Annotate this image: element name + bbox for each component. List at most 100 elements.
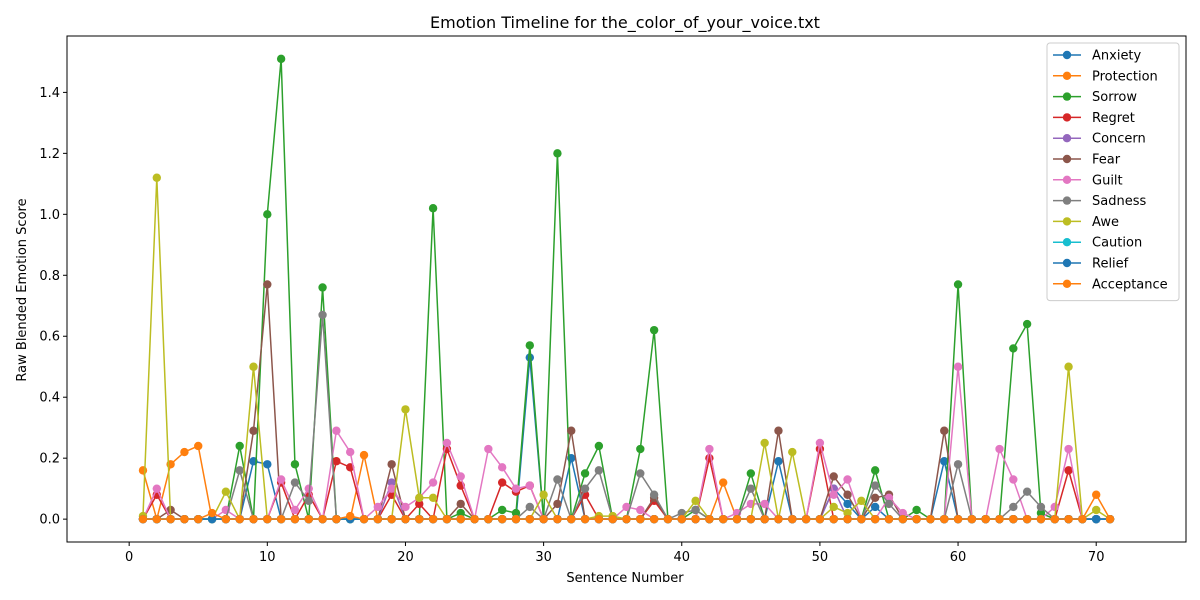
- data-point: [912, 505, 921, 515]
- data-point: [332, 457, 341, 466]
- data-point: [249, 362, 258, 371]
- legend-label: Awe: [1092, 215, 1119, 230]
- legend-label: Caution: [1092, 236, 1142, 251]
- data-point: [1064, 444, 1073, 454]
- data-point: [649, 514, 659, 524]
- data-point: [1009, 514, 1018, 524]
- series-layer: [138, 54, 1115, 524]
- data-point: [691, 496, 700, 506]
- x-axis-label: Sentence Number: [566, 571, 684, 586]
- data-point: [926, 514, 935, 524]
- legend-swatch-marker: [1062, 50, 1072, 60]
- data-point: [567, 514, 576, 524]
- legend-label: Protection: [1092, 69, 1158, 84]
- legend-item-sadness: Sadness: [1053, 194, 1146, 209]
- data-point: [1036, 514, 1046, 524]
- x-tick-label: 40: [673, 550, 690, 565]
- data-point: [428, 514, 438, 524]
- data-point: [290, 505, 300, 515]
- legend-swatch-marker: [1062, 196, 1072, 205]
- data-point: [415, 499, 424, 509]
- data-point: [857, 514, 866, 524]
- y-tick-label: 0.4: [39, 391, 60, 406]
- data-point: [235, 514, 244, 524]
- data-point: [746, 469, 756, 478]
- data-point: [276, 54, 286, 64]
- plot-area: 0 10 20 30 40 50 60 70 0.0 0.2 0.4 0.6 0.8 1.0 1.2 1.4: [39, 35, 1187, 565]
- data-point: [497, 514, 507, 524]
- data-point: [401, 514, 410, 524]
- data-point: [359, 514, 369, 524]
- data-point: [691, 514, 700, 524]
- data-point: [180, 514, 189, 524]
- data-point: [760, 438, 769, 448]
- data-point: [967, 514, 977, 524]
- legend-item-guilt: Guilt: [1053, 173, 1123, 188]
- y-tick-label: 1.4: [39, 86, 60, 101]
- y-axis-ticks: 0.0 0.2 0.4 0.6 0.8 1.0 1.2 1.4: [39, 86, 67, 528]
- data-point: [497, 505, 507, 515]
- data-point: [705, 444, 714, 454]
- data-point: [981, 514, 990, 524]
- data-point: [221, 514, 231, 524]
- data-point: [346, 511, 355, 521]
- legend-label: Concern: [1092, 132, 1146, 147]
- data-point: [953, 460, 963, 469]
- data-point: [1092, 514, 1101, 524]
- data-point: [525, 341, 534, 350]
- data-point: [263, 210, 272, 219]
- data-point: [746, 514, 756, 524]
- data-point: [940, 426, 949, 435]
- data-point: [1064, 466, 1073, 475]
- legend: Anxiety Protection Sorrow Regret Concern Fear…: [1046, 42, 1180, 302]
- legend-swatch-marker: [1062, 71, 1072, 81]
- data-point: [705, 514, 714, 524]
- legend-swatch-marker: [1062, 175, 1072, 184]
- data-point: [898, 508, 907, 518]
- legend-item-regret: Regret: [1053, 111, 1135, 126]
- data-point: [719, 514, 728, 524]
- data-point: [829, 514, 838, 524]
- data-point: [525, 502, 534, 512]
- data-point: [442, 438, 452, 448]
- data-point: [912, 514, 921, 524]
- data-point: [511, 514, 521, 524]
- data-point: [636, 444, 645, 454]
- legend-item-protection: Protection: [1053, 69, 1158, 84]
- data-point: [580, 484, 590, 493]
- data-point: [746, 484, 756, 493]
- data-point: [304, 496, 313, 506]
- data-point: [263, 280, 272, 289]
- legend-item-relief: Relief: [1053, 257, 1129, 272]
- y-tick-label: 0.8: [39, 269, 60, 284]
- data-point: [815, 514, 825, 524]
- data-point: [553, 499, 562, 509]
- data-point: [815, 438, 825, 448]
- data-point: [318, 310, 327, 320]
- data-point: [553, 514, 562, 524]
- legend-swatch-marker: [1062, 113, 1072, 122]
- data-point: [1009, 475, 1018, 484]
- data-point: [622, 502, 631, 512]
- x-tick-label: 60: [950, 550, 967, 565]
- data-point: [221, 487, 231, 496]
- data-point: [456, 472, 465, 481]
- data-point: [829, 472, 838, 481]
- data-point: [415, 514, 424, 524]
- y-tick-label: 0.0: [39, 513, 60, 528]
- data-point: [636, 505, 645, 515]
- data-point: [525, 514, 534, 524]
- data-point: [304, 514, 313, 524]
- data-point: [1092, 490, 1101, 499]
- data-point: [636, 514, 645, 524]
- data-point: [774, 426, 783, 435]
- data-point: [470, 514, 479, 524]
- data-point: [290, 478, 300, 487]
- legend-swatch-marker: [1062, 217, 1072, 226]
- data-point: [484, 514, 493, 524]
- data-point: [387, 484, 396, 493]
- data-point: [940, 514, 949, 524]
- data-point: [1022, 514, 1032, 524]
- y-tick-label: 1.2: [39, 147, 60, 162]
- data-point: [194, 441, 203, 451]
